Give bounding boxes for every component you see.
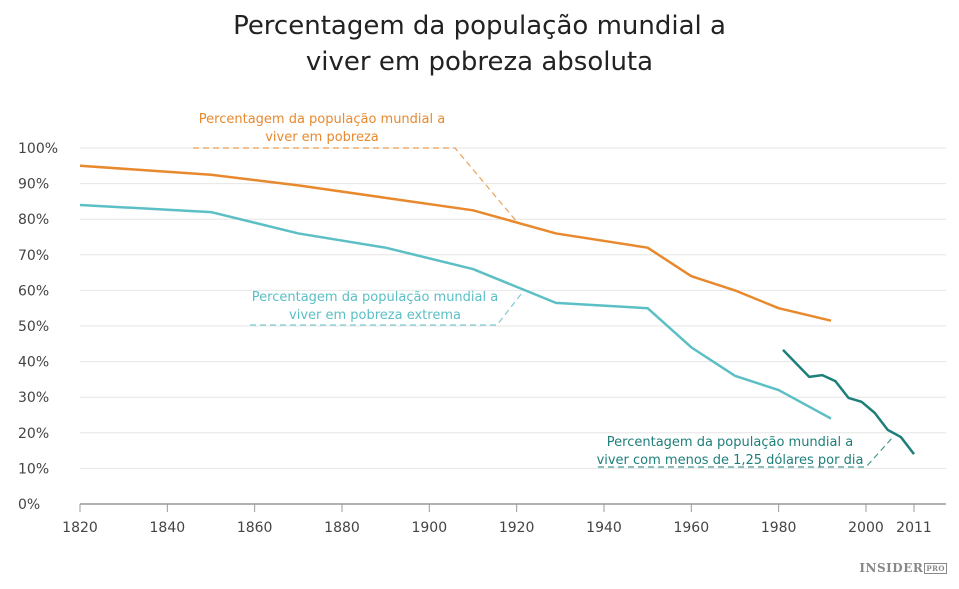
y-tick-label: 90% <box>18 177 49 193</box>
x-tick-label: 1880 <box>324 520 360 536</box>
y-tick-label: 100% <box>18 141 58 157</box>
annotation-leader-3 <box>598 436 894 468</box>
x-tick-label: 1900 <box>411 520 447 536</box>
x-tick-label: 1960 <box>673 520 709 536</box>
series-label-3: viver com menos de 1,25 dólares por dia <box>597 453 864 468</box>
x-tick-label: 2000 <box>848 520 884 536</box>
x-tick-label: 2011 <box>896 520 932 536</box>
y-tick-label: 30% <box>18 390 49 406</box>
series-label-1: Percentagem da população mundial a <box>199 112 445 127</box>
x-tick-label: 1820 <box>62 520 98 536</box>
series-label-2: Percentagem da população mundial a <box>252 290 498 305</box>
y-tick-label: 60% <box>18 283 49 299</box>
series-label-3: Percentagem da população mundial a <box>607 435 853 450</box>
series-label-1: viver em pobreza <box>265 130 379 145</box>
x-tick-label: 1860 <box>237 520 273 536</box>
y-tick-label: 20% <box>18 426 49 442</box>
chart-title: Percentagem da população mundial a viver… <box>0 8 959 80</box>
x-tick-label: 1980 <box>761 520 797 536</box>
y-tick-label: 80% <box>18 212 49 228</box>
series-line-3 <box>782 348 915 455</box>
y-tick-label: 10% <box>18 461 49 477</box>
x-tick-label: 1940 <box>586 520 622 536</box>
insider-pro-logo: INSIDER PRO <box>859 561 947 575</box>
title-line-2: viver em pobreza absoluta <box>305 47 654 77</box>
annotation-leader-1 <box>193 147 518 223</box>
y-tick-label: 50% <box>18 319 49 335</box>
y-tick-label: 0% <box>18 497 40 513</box>
series-label-2: viver em pobreza extrema <box>289 308 461 323</box>
series-line-2 <box>79 203 832 420</box>
y-tick-label: 70% <box>18 248 49 264</box>
y-tick-label: 40% <box>18 355 49 371</box>
title-line-1: Percentagem da população mundial a <box>233 11 726 41</box>
annotation-leader-2 <box>250 292 523 326</box>
series-line-1 <box>79 164 832 322</box>
x-tick-label: 1840 <box>150 520 186 536</box>
x-tick-label: 1920 <box>499 520 535 536</box>
